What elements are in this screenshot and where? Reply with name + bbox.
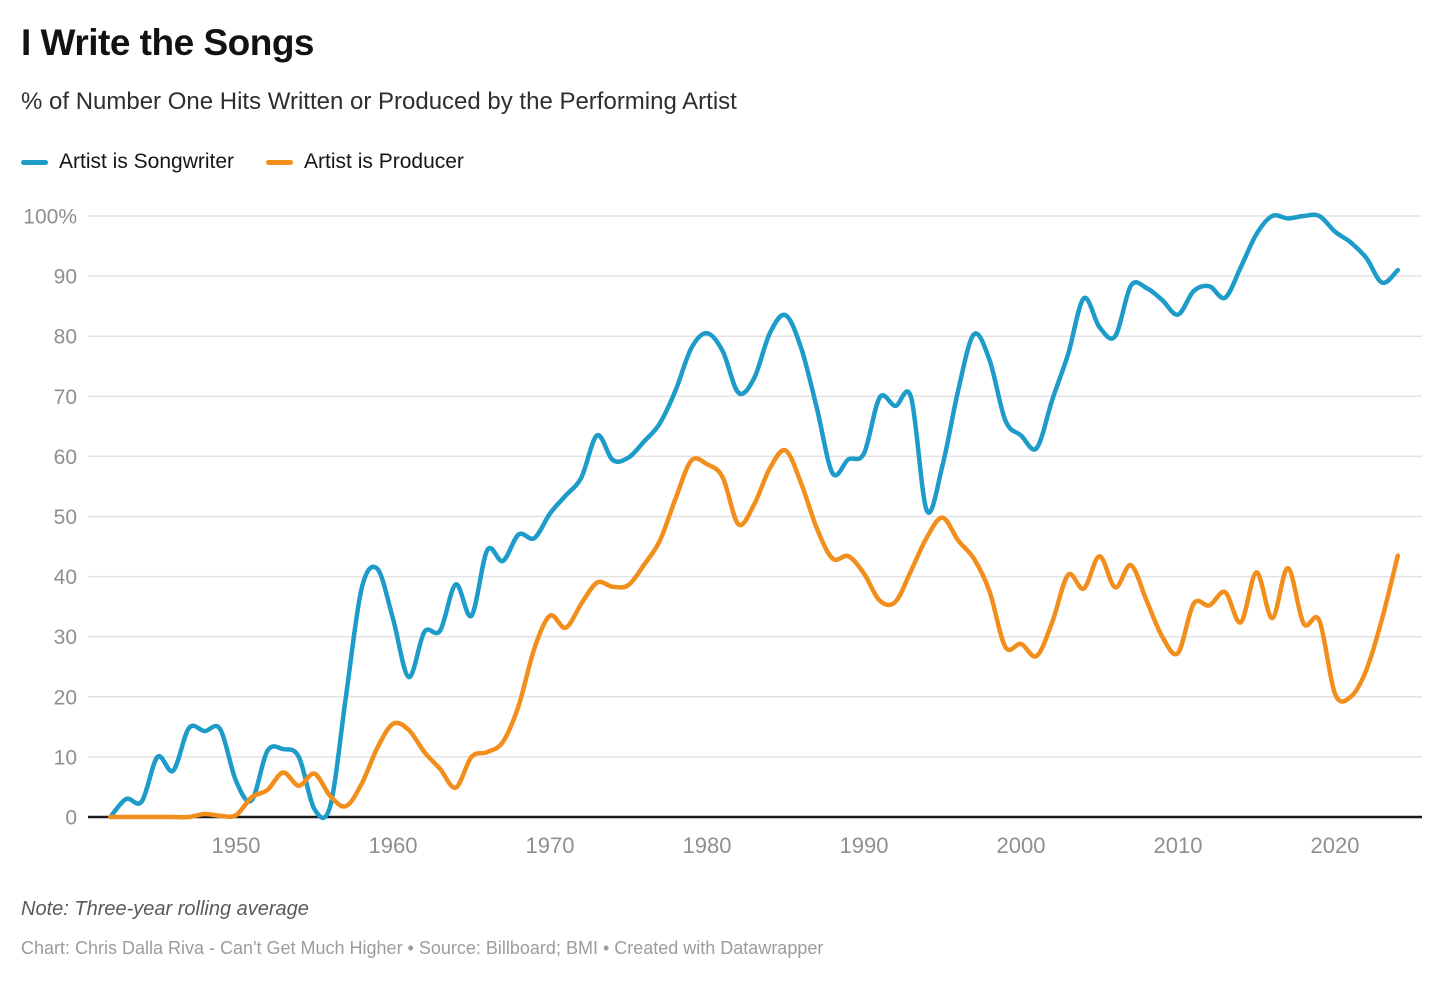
y-tick-label-0: 0 bbox=[65, 807, 77, 830]
chart-subtitle: % of Number One Hits Written or Produced… bbox=[21, 88, 737, 115]
y-tick-label-30: 30 bbox=[54, 626, 77, 649]
chart-title: I Write the Songs bbox=[21, 22, 315, 63]
y-tick-label-70: 70 bbox=[54, 386, 77, 409]
x-tick-label-1980: 1980 bbox=[683, 833, 732, 858]
x-tick-label-1990: 1990 bbox=[840, 833, 889, 858]
x-tick-label-2010: 2010 bbox=[1154, 833, 1203, 858]
x-tick-label-1950: 1950 bbox=[212, 833, 261, 858]
legend-label-1: Artist is Producer bbox=[304, 150, 464, 173]
x-tick-label-2000: 2000 bbox=[997, 833, 1046, 858]
legend-item-0: Artist is Songwriter bbox=[21, 150, 234, 174]
y-tick-label-20: 20 bbox=[54, 686, 77, 709]
x-tick-label-1960: 1960 bbox=[369, 833, 418, 858]
y-tick-label-10: 10 bbox=[54, 746, 77, 769]
y-tick-label-100: 100% bbox=[23, 206, 77, 229]
legend-swatch-1 bbox=[266, 159, 294, 165]
y-tick-label-60: 60 bbox=[54, 446, 77, 469]
x-tick-label-1970: 1970 bbox=[526, 833, 575, 858]
legend-swatch-0 bbox=[21, 159, 48, 165]
chart-note: Note: Three-year rolling average bbox=[21, 898, 309, 920]
legend-label-0: Artist is Songwriter bbox=[59, 150, 235, 173]
series-line-artist-is-songwriter bbox=[108, 212, 1401, 821]
y-tick-label-40: 40 bbox=[54, 566, 77, 589]
series-line-artist-is-producer bbox=[108, 447, 1401, 820]
chart-credit: Chart: Chris Dalla Riva - Can't Get Much… bbox=[21, 938, 824, 958]
y-tick-label-90: 90 bbox=[54, 266, 77, 289]
x-tick-label-2020: 2020 bbox=[1311, 833, 1360, 858]
y-tick-label-50: 50 bbox=[54, 506, 77, 529]
y-tick-label-80: 80 bbox=[54, 326, 77, 349]
legend: Artist is Songwriter Artist is Producer bbox=[21, 150, 464, 174]
legend-item-1: Artist is Producer bbox=[266, 150, 464, 174]
